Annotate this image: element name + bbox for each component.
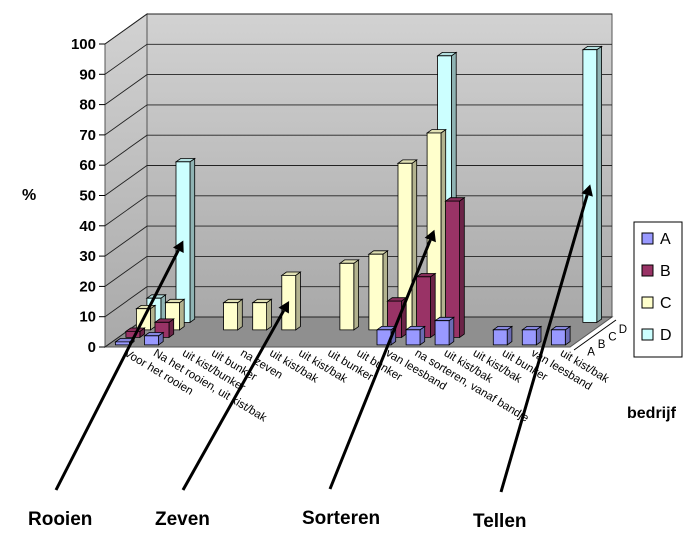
bar-side: [353, 259, 360, 331]
bar-side: [382, 250, 389, 331]
bar-front: [376, 329, 392, 346]
bar-side: [189, 157, 196, 324]
depth-tick-label: C: [608, 331, 616, 343]
depth-tick-label: D: [619, 324, 627, 336]
bar: [404, 325, 426, 346]
bar: [280, 271, 302, 331]
y-axis-label: %: [22, 187, 36, 204]
bar: [174, 157, 196, 324]
bar-front: [416, 276, 431, 338]
stage-label: Rooien: [28, 509, 92, 530]
y-tick-label: 40: [79, 218, 96, 235]
gridline: [104, 195, 612, 227]
bar: [444, 196, 466, 339]
stage-label: Sorteren: [302, 508, 380, 529]
bar-front: [368, 253, 384, 331]
y-tick-label: 80: [79, 97, 96, 114]
bar-front: [551, 329, 566, 346]
y-tick-label: 100: [71, 36, 96, 53]
bar: [396, 159, 418, 331]
bar-front: [115, 341, 130, 346]
annotation-arrow: [328, 239, 432, 490]
bar: [550, 325, 572, 346]
stage-annotations: Rooien Zeven Sorteren Tellen: [28, 184, 593, 532]
bar-front: [405, 329, 421, 346]
annotation-arrowhead: [173, 240, 184, 253]
bar-side: [149, 304, 156, 331]
legend-label: A: [660, 231, 671, 248]
bar-front: [434, 320, 450, 346]
bar: [367, 250, 389, 331]
bar: [433, 316, 456, 346]
y-tick-label: 60: [79, 157, 96, 174]
bar: [581, 45, 603, 324]
y-tick-label: 30: [79, 248, 96, 265]
gridlines: [104, 13, 612, 348]
annotation-arrow: [54, 249, 180, 491]
bar-front: [339, 262, 355, 331]
bar-side: [411, 159, 418, 331]
bar-side: [596, 45, 602, 324]
bar-front: [492, 329, 508, 346]
bar-side: [448, 316, 455, 346]
legend-swatch: [641, 264, 654, 277]
bar-side: [459, 196, 465, 339]
y-axis-ticks: 0 10 20 30 40 50 60 70 80 90 100: [71, 36, 105, 356]
stage-label: Tellen: [473, 511, 527, 532]
bar-side: [440, 128, 447, 331]
legend-box: [633, 221, 683, 358]
legend-label: C: [660, 295, 672, 312]
gridline: [104, 134, 612, 166]
annotation-arrowhead: [581, 184, 593, 197]
depth-tick-label: B: [598, 339, 606, 351]
bar: [492, 325, 514, 346]
gridline: [104, 74, 612, 105]
bar-front: [223, 302, 239, 331]
bar-front: [144, 335, 159, 346]
gridline: [104, 43, 612, 75]
legend-swatch: [641, 328, 654, 341]
gridline: [104, 13, 612, 45]
depth-axis-line: [573, 319, 617, 351]
y-tick-label: 0: [88, 339, 96, 356]
bar-front: [252, 302, 268, 331]
bar: [338, 259, 360, 331]
annotation-arrowhead: [424, 229, 436, 243]
stage-label: Zeven: [155, 509, 210, 530]
y-tick-label: 70: [79, 127, 96, 144]
y-tick-label: 50: [79, 188, 96, 205]
legend-label: D: [660, 327, 672, 344]
y-tick-label: 20: [79, 278, 96, 295]
bar-side: [430, 272, 436, 339]
bar: [415, 272, 437, 339]
bar-front: [445, 200, 461, 338]
legend-swatch: [641, 296, 654, 309]
bar: [222, 298, 244, 331]
gridline: [104, 165, 612, 196]
legend-label: B: [660, 263, 671, 280]
annotation-arrow: [181, 309, 286, 491]
annotation-arrowhead: [278, 301, 290, 314]
y-tick-label: 90: [79, 66, 96, 83]
y-tick-label: 10: [79, 309, 96, 326]
bar: [521, 325, 543, 346]
bar-side: [266, 298, 272, 331]
depth-tick-label: A: [587, 346, 595, 358]
legend-swatch: [641, 232, 654, 245]
bar: [143, 331, 165, 346]
bar-side: [237, 298, 243, 331]
bar-side: [179, 298, 185, 331]
bar: [251, 298, 273, 331]
bar-side: [295, 271, 301, 331]
depth-axis-title: bedrijf: [627, 405, 677, 422]
gridline: [104, 104, 612, 136]
bar-front: [521, 329, 537, 346]
annotation-arrow: [499, 194, 589, 493]
bar-side: [160, 294, 167, 324]
